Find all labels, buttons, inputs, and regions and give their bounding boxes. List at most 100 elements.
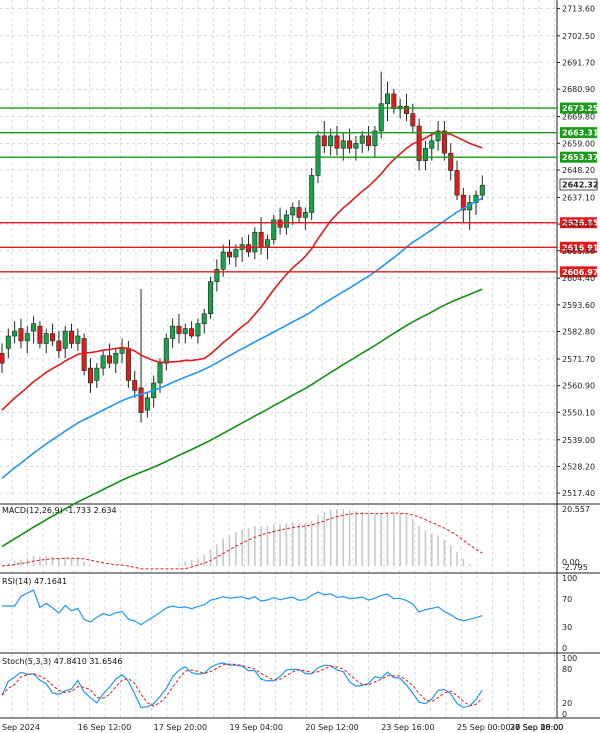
candle-down: [56, 340, 62, 352]
price-tick-label: 2648.20: [562, 166, 595, 175]
price-tick-label: 2659.00: [562, 139, 595, 148]
price-pane: [0, 71, 485, 548]
candle-down: [125, 348, 131, 381]
rsi-pane: 100 70 30 0: [2, 574, 577, 653]
candle-up: [429, 140, 435, 149]
candle-up: [62, 330, 68, 349]
level-tag-label: 2663.31: [562, 129, 599, 138]
candle-up: [182, 328, 188, 334]
candle-down: [245, 244, 251, 253]
candle-down: [81, 338, 87, 371]
level-tag-box: [560, 217, 597, 229]
rsi-label: RSI(14) 47.1641: [2, 577, 67, 586]
candle-up: [252, 231, 258, 253]
candle-up: [208, 281, 214, 315]
candle-up: [479, 184, 485, 196]
price-tick-label: 2680.90: [562, 85, 595, 94]
price-tick-label: 2593.60: [562, 301, 595, 310]
candle-up: [233, 249, 239, 258]
candle-up: [378, 103, 384, 132]
candle-up: [315, 135, 321, 176]
candle-up: [220, 251, 226, 270]
macd-signal-line: [1, 512, 483, 570]
moving-average-line: [1, 131, 483, 411]
level-tag-label: 2673.25: [562, 104, 599, 113]
candle-down: [334, 135, 340, 149]
moving-average-line: [1, 197, 483, 479]
candle-down: [37, 325, 43, 344]
time-label: 20 Sep 12:00: [305, 723, 358, 732]
candle-up: [359, 135, 365, 144]
candle-up: [372, 130, 378, 147]
stoch-tick-label: 0: [562, 710, 567, 719]
macd-tick-label: 20.557: [562, 505, 590, 514]
candle-down: [0, 352, 5, 364]
candle-down: [416, 125, 422, 161]
candle-down: [69, 330, 75, 344]
candle-up: [264, 239, 270, 248]
price-tick-label: 2528.20: [562, 462, 595, 471]
candle-down: [132, 380, 138, 391]
candle-up: [309, 175, 315, 213]
price-tick-label: 2691.70: [562, 59, 595, 68]
level-tag-label: 2653.37: [562, 153, 598, 162]
candle-down: [50, 333, 56, 342]
candle-down: [227, 251, 233, 258]
candle-up: [94, 367, 100, 381]
candle-up: [290, 207, 296, 216]
candle-down: [258, 231, 264, 248]
candle-up: [170, 325, 176, 339]
level-tag: 2616.91: [560, 241, 599, 253]
price-tick-label: 2582.80: [562, 328, 595, 337]
candle-up: [12, 330, 18, 337]
level-tag-box: [560, 127, 597, 139]
level-tag-box: [560, 266, 597, 278]
candle-down: [176, 325, 182, 334]
price-tick-label: 2560.90: [562, 382, 595, 391]
level-tag: 2606.97: [560, 266, 598, 278]
price-tick-label: 2550.10: [562, 408, 595, 417]
price-tick-label: 2604.40: [562, 274, 595, 283]
rsi-line: [2, 589, 483, 626]
candle-down: [410, 113, 416, 127]
time-label: 16 Sep 12:00: [78, 723, 131, 732]
stoch-pane: 100 80 20 0: [1, 654, 577, 719]
candle-up: [43, 333, 49, 344]
candle-up: [144, 397, 150, 411]
price-tick-label: 2517.40: [562, 489, 595, 498]
candle-down: [391, 93, 397, 110]
candle-down: [87, 367, 93, 384]
candle-up: [163, 338, 169, 364]
candle-up: [473, 194, 479, 203]
candle-up: [214, 268, 220, 282]
stoch-tick-label: 20: [562, 699, 572, 708]
candle-up: [328, 135, 334, 147]
level-tag-label: 2606.97: [562, 268, 598, 277]
level-tag-box: [560, 241, 597, 253]
candle-down: [448, 152, 454, 171]
rsi-tick-label: 100: [562, 574, 577, 583]
candle-up: [302, 212, 308, 218]
level-tag-box: [560, 151, 597, 163]
price-tick-label: 2713.60: [562, 4, 595, 13]
current-price-label: 2642.32: [562, 181, 598, 190]
macd-pane: 20.557 0.00-2.795: [1, 505, 590, 572]
candle-down: [277, 219, 283, 228]
price-axis: 2713.60 2702.50 2691.70 2680.90 2669.80 2659.…: [557, 4, 595, 498]
price-tick-label: 2539.00: [562, 436, 595, 445]
candle-down: [296, 207, 302, 218]
candle-up: [5, 335, 11, 349]
price-tick-label: 2669.80: [562, 113, 595, 122]
moving-average-line: [1, 288, 483, 548]
candle-down: [321, 135, 327, 147]
candle-up: [435, 130, 441, 142]
candle-up: [100, 355, 106, 369]
candle-up: [157, 362, 163, 384]
candle-up: [24, 333, 30, 342]
price-tick-label: 2626.30: [562, 220, 595, 229]
candle-down: [18, 328, 24, 342]
time-label: 26 Sep 08:00: [510, 723, 563, 732]
current-price-box: [559, 178, 598, 191]
rsi-tick-label: 70: [562, 595, 572, 604]
